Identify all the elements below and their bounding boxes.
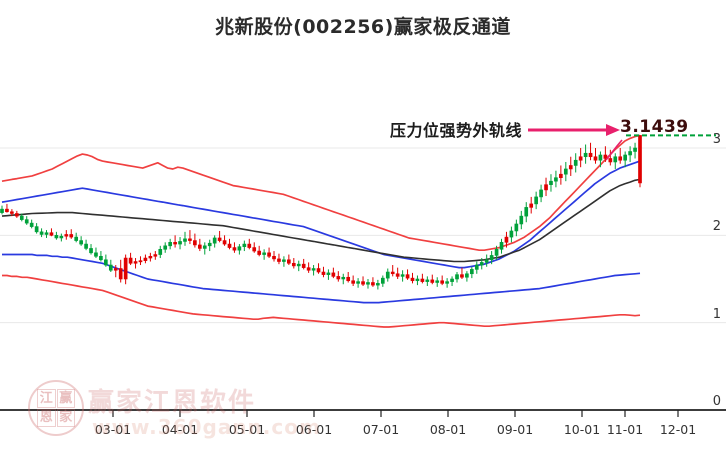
watermark-seal-inner: 江 赢 恩 家 (37, 389, 75, 427)
watermark-seal: 江 赢 恩 家 (28, 380, 84, 436)
x-axis-tick-label: 06-01 (295, 422, 333, 437)
y-axis-tick-label: 2 (712, 219, 721, 235)
page-title: 兆新股份(002256)赢家极反通道 (215, 16, 511, 38)
candlesticks (0, 135, 642, 290)
watermark-url: www.360gann.com (92, 415, 321, 439)
y-axis-tick-label: 1 (712, 306, 721, 322)
x-axis-tick-label: 09-01 (496, 422, 534, 437)
x-axis-tick-label: 07-01 (362, 422, 400, 437)
seal-char-1: 赢 (56, 389, 75, 408)
watermark-brand: 赢家江恩软件 (88, 388, 257, 418)
seal-char-0: 江 (37, 389, 56, 408)
x-axis-tick-label: 05-01 (228, 422, 266, 437)
x-axis-tick-label: 11-01 (606, 422, 644, 437)
x-axis-tick-label: 08-01 (429, 422, 467, 437)
x-axis-tick-label: 10-01 (563, 422, 601, 437)
axis (0, 409, 726, 417)
band-lines (1, 134, 641, 328)
seal-char-3: 家 (56, 408, 75, 427)
y-axis-tick-label: 3 (712, 132, 721, 147)
annotation-label: 压力位强势外轨线 (390, 121, 523, 140)
seal-char-2: 恩 (37, 408, 56, 427)
annotation-value: 3.1439 (620, 117, 689, 137)
annotation-arrow (528, 124, 623, 161)
x-axis-tick-label: 12-01 (659, 422, 697, 437)
x-axis-tick-label: 04-01 (161, 422, 199, 437)
x-axis-tick-label: 03-01 (94, 422, 132, 437)
y-axis-tick-label: 0 (712, 394, 721, 409)
